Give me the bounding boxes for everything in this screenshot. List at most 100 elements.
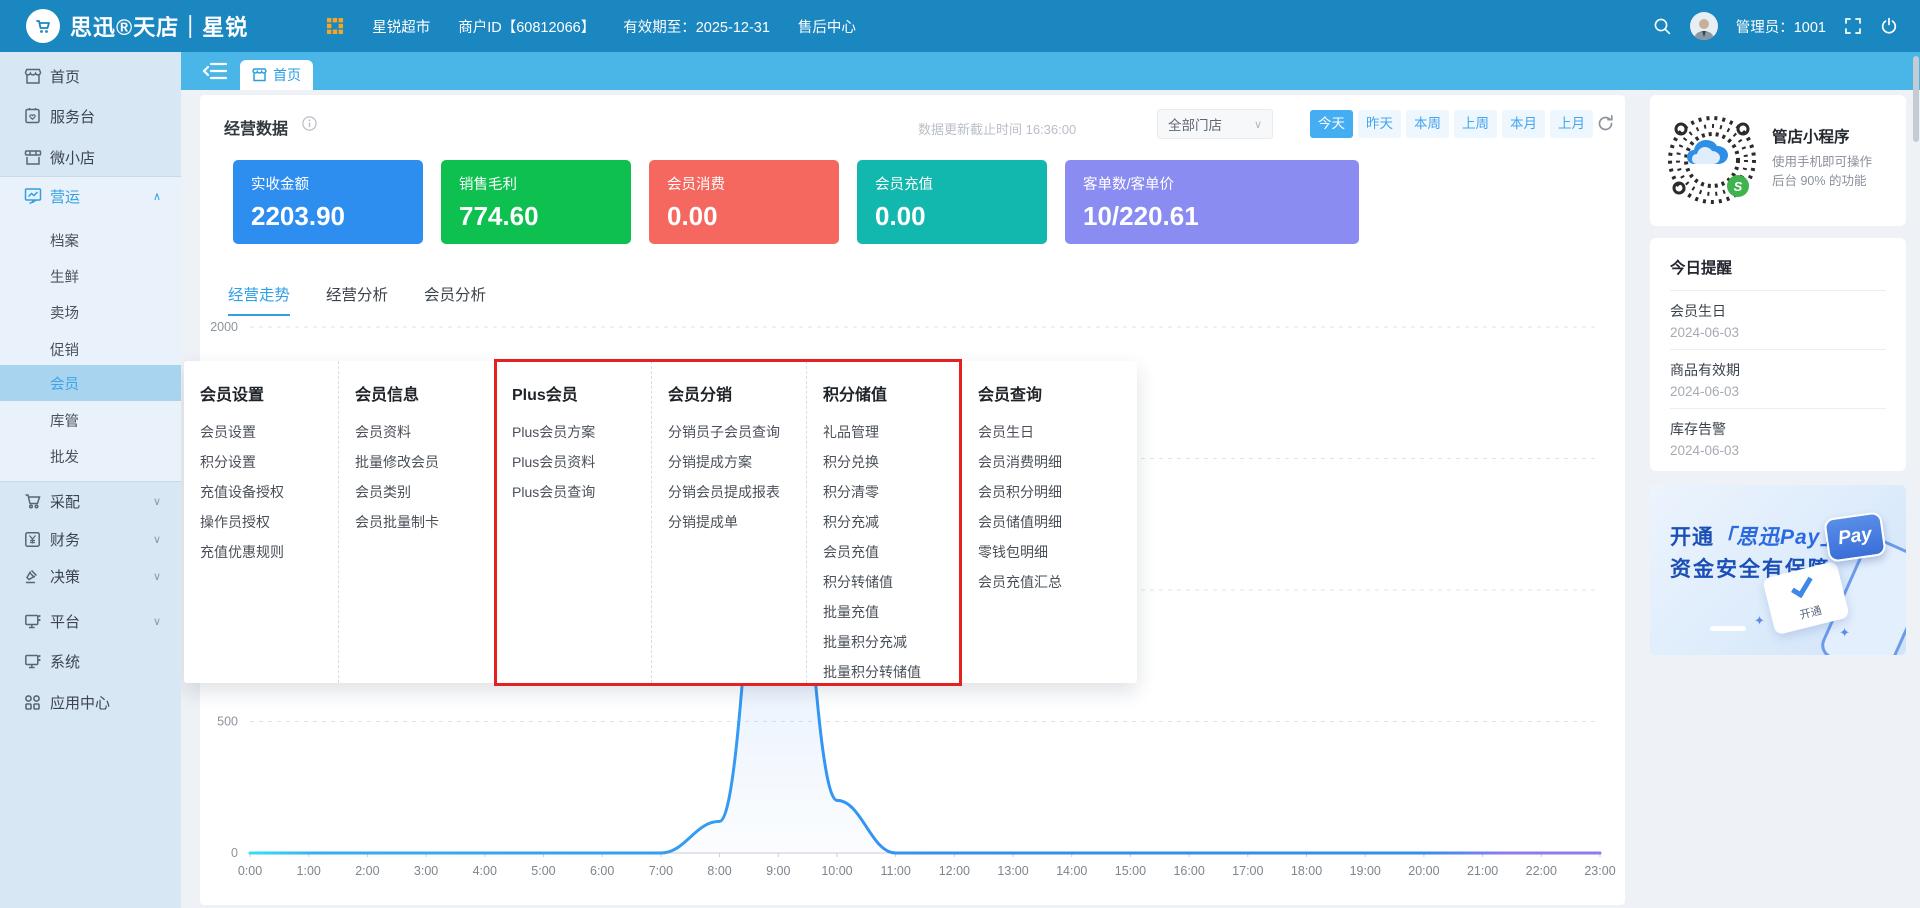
menu-item-积分充减[interactable]: 积分充减 bbox=[823, 514, 879, 530]
sidebar-item-label: 系统 bbox=[50, 653, 81, 671]
range-button-上周[interactable]: 上周 bbox=[1454, 110, 1497, 138]
qr-card-desc: 使用手机即可操作 后台 90% 的功能 bbox=[1772, 155, 1873, 188]
sidebar-item-财务[interactable]: 财务 ∨ bbox=[0, 521, 181, 557]
menu-item-会员批量制卡[interactable]: 会员批量制卡 bbox=[355, 514, 439, 530]
reminder-库存告警[interactable]: 库存告警 2024-06-03 bbox=[1670, 409, 1886, 467]
kpi-label: 实收金额 bbox=[251, 177, 309, 193]
menu-item-充值优惠规则[interactable]: 充值优惠规则 bbox=[200, 544, 284, 560]
menu-item-会员消费明细[interactable]: 会员消费明细 bbox=[978, 454, 1062, 470]
store-filter-select[interactable]: 全部门店 ∨ bbox=[1157, 109, 1273, 139]
search-icon[interactable] bbox=[1653, 17, 1672, 36]
power-icon[interactable] bbox=[1880, 17, 1898, 35]
menu-item-操作员授权[interactable]: 操作员授权 bbox=[200, 514, 270, 530]
sidebar-subitem-会员[interactable]: 会员 bbox=[0, 365, 181, 401]
menu-item-积分兑换[interactable]: 积分兑换 bbox=[823, 454, 879, 470]
trend-tab-经营走势[interactable]: 经营走势 bbox=[228, 283, 291, 316]
sidebar-item-label: 服务台 bbox=[50, 108, 96, 126]
sidebar-item-label: 首页 bbox=[50, 68, 81, 86]
sidebar-subitem-生鲜[interactable]: 生鲜 bbox=[0, 258, 181, 294]
sidebar-item-首页[interactable]: 首页 bbox=[0, 58, 181, 94]
page-scrollbar[interactable] bbox=[1913, 56, 1919, 142]
reminder-商品有效期[interactable]: 商品有效期 2024-06-03 bbox=[1670, 350, 1886, 409]
range-button-本周[interactable]: 本周 bbox=[1406, 110, 1449, 138]
menu-column-会员设置: 会员设置 会员设置 积分设置 充值设备授权 操作员授权 充值优惠规则 bbox=[184, 361, 339, 683]
range-button-今天[interactable]: 今天 bbox=[1310, 110, 1353, 138]
sidebar-item-营运[interactable]: 营运 ∧ bbox=[0, 178, 181, 214]
sidebar-item-系统[interactable]: 系统 bbox=[0, 643, 181, 679]
svg-text:500: 500 bbox=[217, 715, 238, 729]
menu-item-分销提成单[interactable]: 分销提成单 bbox=[668, 514, 738, 530]
menu-item-会员积分明细[interactable]: 会员积分明细 bbox=[978, 484, 1062, 500]
menu-item-批量充值[interactable]: 批量充值 bbox=[823, 604, 879, 620]
range-button-本月[interactable]: 本月 bbox=[1502, 110, 1545, 138]
menu-item-分销会员提成报表[interactable]: 分销会员提成报表 bbox=[668, 484, 780, 500]
range-button-昨天[interactable]: 昨天 bbox=[1358, 110, 1401, 138]
menu-item-充值设备授权[interactable]: 充值设备授权 bbox=[200, 484, 284, 500]
sidebar-subitem-卖场[interactable]: 卖场 bbox=[0, 294, 181, 330]
svg-text:0: 0 bbox=[231, 846, 238, 860]
menu-item-会员充值[interactable]: 会员充值 bbox=[823, 544, 879, 560]
today-reminders-card: 今日提醒 会员生日 2024-06-03 商品有效期 2024-06-03 库存告警 20… bbox=[1650, 238, 1906, 471]
svg-text:10:00: 10:00 bbox=[821, 864, 852, 878]
refresh-icon[interactable] bbox=[1596, 114, 1615, 133]
menu-item-零钱包明细[interactable]: 零钱包明细 bbox=[978, 544, 1048, 560]
menu-item-积分转储值[interactable]: 积分转储值 bbox=[823, 574, 893, 590]
menu-item-Plus会员资料[interactable]: Plus会员资料 bbox=[512, 454, 596, 470]
aftersales-link[interactable]: 售后中心 bbox=[797, 19, 856, 36]
svg-text:23:00: 23:00 bbox=[1584, 864, 1615, 878]
sidebar-subitem-批发[interactable]: 批发 bbox=[0, 438, 181, 474]
menu-item-会员生日[interactable]: 会员生日 bbox=[978, 424, 1034, 440]
menu-item-会员设置[interactable]: 会员设置 bbox=[200, 424, 256, 440]
sidebar-item-微小店[interactable]: 微小店 bbox=[0, 139, 181, 175]
sidebar-active-section-bg bbox=[0, 176, 181, 482]
menu-item-会员充值汇总[interactable]: 会员充值汇总 bbox=[978, 574, 1062, 590]
qr-card-title: 管店小程序 bbox=[1772, 129, 1850, 146]
sidebar-collapse-icon[interactable] bbox=[202, 61, 228, 81]
operations-icon bbox=[24, 187, 42, 205]
menu-item-礼品管理[interactable]: 礼品管理 bbox=[823, 424, 879, 440]
svg-text:13:00: 13:00 bbox=[997, 864, 1028, 878]
menu-item-批量修改会员[interactable]: 批量修改会员 bbox=[355, 454, 439, 470]
trend-tab-经营分析[interactable]: 经营分析 bbox=[326, 287, 389, 304]
sidebar-item-决策[interactable]: 决策 ∨ bbox=[0, 558, 181, 594]
menu-item-分销员子会员查询[interactable]: 分销员子会员查询 bbox=[668, 424, 780, 440]
procurement-cart-icon bbox=[24, 492, 42, 510]
decor-dash bbox=[1710, 626, 1746, 631]
menu-item-会员储值明细[interactable]: 会员储值明细 bbox=[978, 514, 1062, 530]
menu-item-Plus会员方案[interactable]: Plus会员方案 bbox=[512, 424, 596, 440]
sidebar-item-应用中心[interactable]: 应用中心 bbox=[0, 684, 181, 720]
admin-label[interactable]: 管理员：1001 bbox=[1735, 19, 1826, 36]
system-icon bbox=[24, 652, 42, 670]
date-range-buttons: 今天 昨天 本周 上周 本月 上月 bbox=[1310, 110, 1593, 138]
menu-item-会员类别[interactable]: 会员类别 bbox=[355, 484, 411, 500]
sidebar-subitem-促销[interactable]: 促销 bbox=[0, 331, 181, 367]
fullscreen-icon[interactable] bbox=[1844, 17, 1862, 35]
trend-tab-会员分析[interactable]: 会员分析 bbox=[424, 287, 487, 304]
sidebar-subitem-档案[interactable]: 档案 bbox=[0, 222, 181, 258]
sidebar-item-服务台[interactable]: 服务台 bbox=[0, 98, 181, 134]
topbar-right: 管理员：1001 bbox=[1653, 0, 1898, 52]
menu-item-分销提成方案[interactable]: 分销提成方案 bbox=[668, 454, 752, 470]
reminder-会员生日[interactable]: 会员生日 2024-06-03 bbox=[1670, 291, 1886, 350]
sidebar-subitem-label: 会员 bbox=[50, 376, 79, 393]
sparkle-icon: ✦ bbox=[1754, 613, 1765, 628]
store-name[interactable]: 星锐超市 bbox=[372, 19, 431, 36]
sidebar-item-平台[interactable]: 平台 ∨ bbox=[0, 603, 181, 639]
tab-home[interactable]: 首页 bbox=[240, 60, 313, 90]
data-update-time: 数据更新截止时间 16:36:00 bbox=[918, 122, 1077, 137]
menu-item-批量积分充减[interactable]: 批量积分充减 bbox=[823, 634, 907, 650]
sidebar-item-采配[interactable]: 采配 ∨ bbox=[0, 483, 181, 519]
menu-item-Plus会员查询[interactable]: Plus会员查询 bbox=[512, 484, 596, 500]
info-icon[interactable] bbox=[302, 116, 317, 131]
range-button-上月[interactable]: 上月 bbox=[1550, 110, 1593, 138]
menu-item-会员资料[interactable]: 会员资料 bbox=[355, 424, 411, 440]
topbar-info: 星锐超市 商户ID【60812066】 有效期至：2025-12-31 售后中心 bbox=[326, 16, 856, 37]
service-desk-icon bbox=[24, 107, 42, 125]
menu-item-批量积分转储值[interactable]: 批量积分转储值 bbox=[823, 664, 921, 680]
menu-item-积分设置[interactable]: 积分设置 bbox=[200, 454, 256, 470]
sidebar-subitem-label: 档案 bbox=[50, 233, 79, 250]
menu-item-积分清零[interactable]: 积分清零 bbox=[823, 484, 879, 500]
avatar[interactable] bbox=[1689, 12, 1718, 40]
sidebar-subitem-库管[interactable]: 库管 bbox=[0, 402, 181, 438]
pay-banner[interactable]: 开通「思迅Pay」 资金安全有保障 开通 Pay ✦ ✦ bbox=[1650, 485, 1906, 655]
